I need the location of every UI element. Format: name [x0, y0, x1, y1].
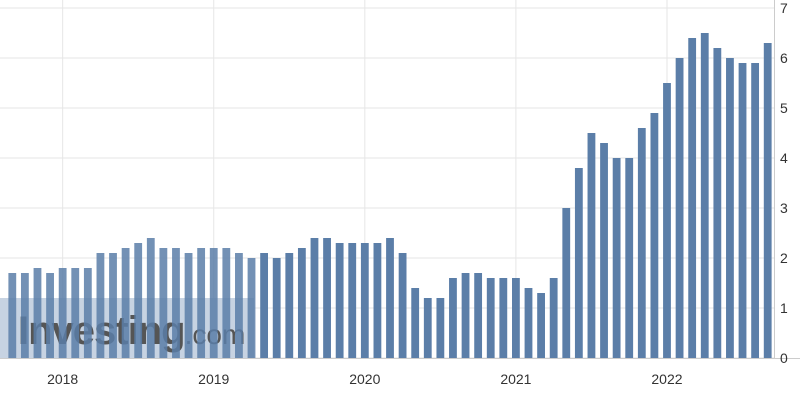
bar	[663, 83, 671, 358]
bar	[272, 258, 281, 358]
bar	[297, 248, 306, 358]
bar	[411, 288, 420, 358]
bar	[423, 298, 432, 358]
x-tick-label: 2021	[500, 371, 531, 387]
bar	[83, 268, 92, 358]
y-tick-label: 7	[780, 0, 788, 16]
bar	[209, 248, 218, 358]
bar	[109, 253, 117, 358]
bar	[713, 48, 722, 358]
bar	[398, 253, 407, 358]
bars	[8, 33, 772, 358]
bar	[247, 258, 256, 358]
y-tick-label: 5	[780, 100, 788, 116]
bar	[323, 238, 331, 358]
y-tick-label: 4	[780, 150, 788, 166]
x-tick-label: 2020	[349, 371, 380, 387]
bar	[335, 243, 344, 358]
bar	[96, 253, 105, 358]
bar	[474, 273, 483, 358]
x-tick-label: 2022	[651, 371, 682, 387]
bar	[700, 33, 709, 358]
bar	[310, 238, 319, 358]
bar	[20, 273, 29, 358]
bar	[499, 278, 508, 358]
bar	[549, 278, 558, 358]
bar	[33, 268, 42, 358]
bar	[46, 273, 54, 358]
x-tick-label: 2018	[47, 371, 78, 387]
bar	[524, 288, 533, 358]
bar	[386, 238, 394, 358]
bar	[738, 63, 747, 358]
x-axis-tick-labels: 2018 2019 2020 2021 2022	[47, 371, 683, 387]
bar	[436, 298, 445, 358]
bar	[222, 248, 231, 358]
bar	[562, 208, 571, 358]
bar	[197, 248, 206, 358]
y-tick-label: 6	[780, 50, 788, 66]
bar	[360, 243, 369, 358]
bar	[625, 158, 634, 358]
bar	[235, 253, 243, 358]
bar	[159, 248, 168, 358]
bar	[688, 38, 697, 358]
y-tick-label: 3	[780, 200, 788, 216]
bar	[612, 158, 621, 358]
bar	[512, 278, 520, 358]
bar	[675, 58, 684, 358]
bar	[763, 43, 772, 358]
y-tick-label: 0	[780, 350, 788, 366]
bar	[172, 248, 180, 358]
bar	[486, 278, 495, 358]
bar	[71, 268, 80, 358]
bar	[184, 253, 193, 358]
bar	[285, 253, 294, 358]
bar	[348, 243, 357, 358]
axes	[0, 0, 800, 359]
bar	[650, 113, 659, 358]
bar	[58, 268, 67, 358]
bar	[574, 168, 583, 358]
bar	[461, 273, 470, 358]
bar	[260, 253, 269, 358]
bar	[751, 63, 760, 358]
bar	[373, 243, 382, 358]
bar	[600, 143, 608, 358]
y-tick-label: 1	[780, 300, 788, 316]
bar	[146, 238, 155, 358]
bar	[8, 273, 17, 358]
bar	[637, 128, 646, 358]
bar	[726, 58, 734, 358]
bar	[449, 278, 457, 358]
x-tick-label: 2019	[198, 371, 229, 387]
bar	[134, 243, 143, 358]
y-tick-label: 2	[780, 250, 788, 266]
bar	[537, 293, 545, 358]
bar	[587, 133, 596, 358]
bar	[121, 248, 130, 358]
y-axis-tick-labels: 0 1 2 3 4 5 6 7	[780, 0, 788, 366]
